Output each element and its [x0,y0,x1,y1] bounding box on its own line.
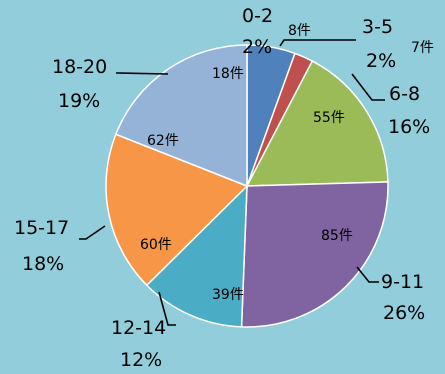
slice-18-20 [114,44,248,188]
slice-12-14 [145,184,248,328]
count-label-12-14: 39件 [212,287,244,303]
category-label-18-20: 18-20 [52,56,107,78]
category-label-15-17: 15-17 [14,217,69,239]
percent-label-6-8: 16% [388,116,430,138]
category-label-3-5: 3-5 [362,16,393,38]
percent-label-9-11: 26% [383,302,425,324]
percent-label-0-2: 2% [242,36,272,58]
category-label-6-8: 6-8 [389,83,420,105]
leader-lines [79,39,385,326]
slice-15-17 [105,133,249,287]
count-label-15-17: 60件 [140,237,172,253]
category-label-9-11: 9-11 [381,271,424,293]
slice-9-11 [240,181,389,328]
count-label-18-20: 62件 [147,133,179,149]
percent-label-18-20: 19% [58,90,100,112]
slice-6-8 [245,60,389,187]
percent-label-12-14: 12% [120,349,162,371]
category-label-12-14: 12-14 [111,317,166,339]
leader-12-14 [158,291,176,326]
leader-15-17 [79,225,106,240]
count-label-9-11: 85件 [321,228,353,244]
count-label-3-5: 8件 [288,23,311,39]
pie-slices [105,44,389,328]
count-label-6-8: 55件 [313,110,345,126]
extra-label-18: 18件 [212,66,244,82]
leader-9-11 [356,266,379,283]
extra-label-7: 7件 [411,40,434,56]
percent-label-15-17: 18% [22,253,64,275]
category-label-0-2: 0-2 [242,5,273,27]
leader-18-20 [116,72,169,75]
leader-3-5 [279,39,356,47]
percent-label-3-5: 2% [366,50,396,72]
leader-6-8 [351,73,385,101]
